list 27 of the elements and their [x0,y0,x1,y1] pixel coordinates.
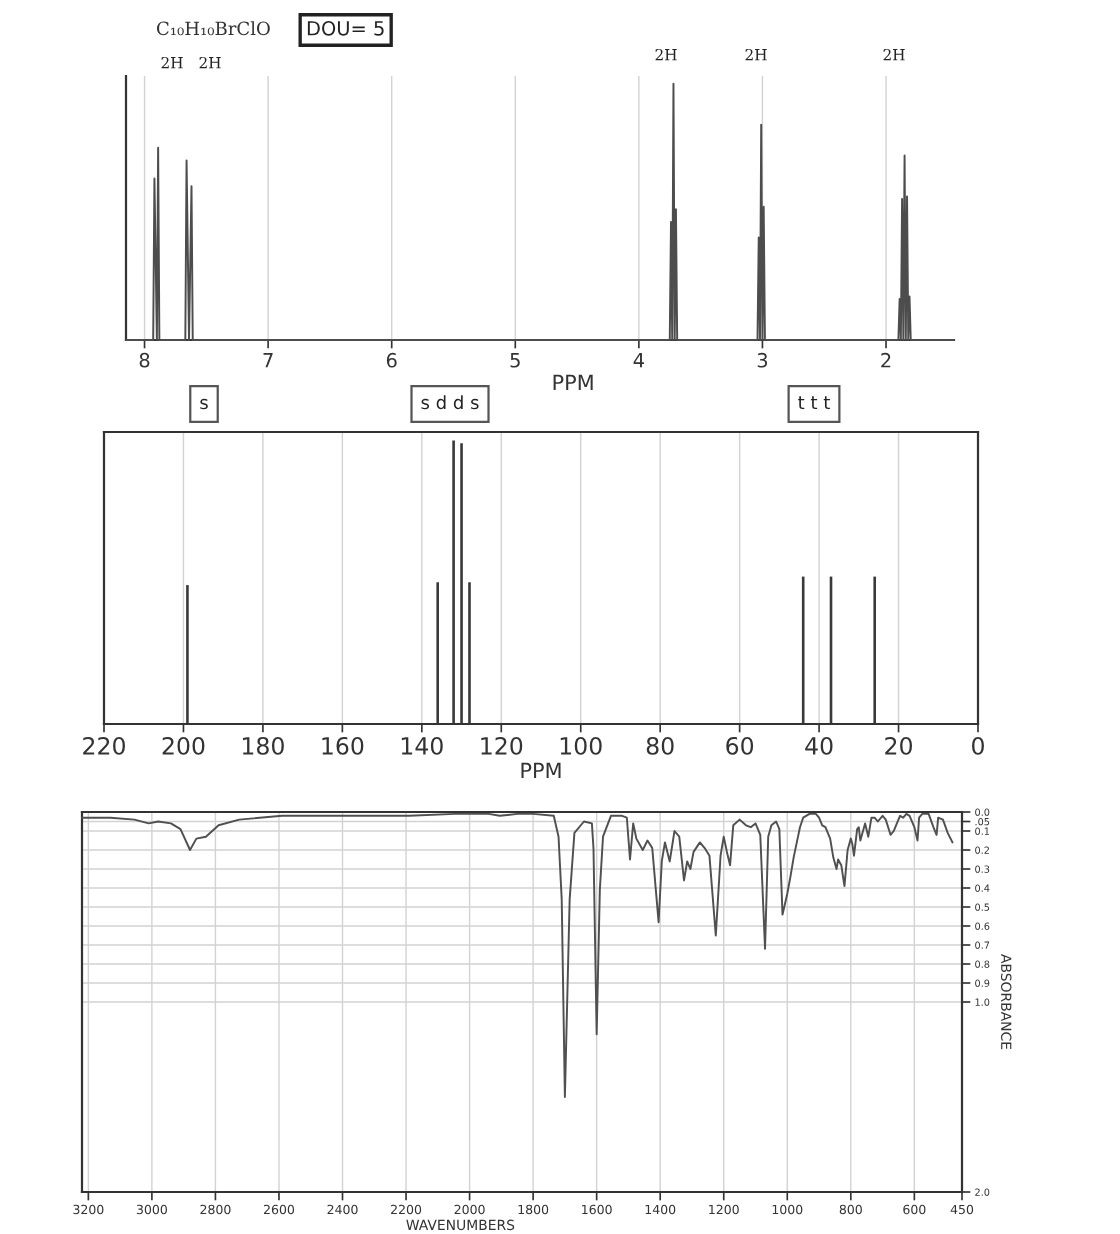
x-tick-label: 8 [139,352,150,368]
text: s d d s [421,395,479,410]
x-tick-label: 80 [646,736,674,755]
x-tick-label: 20 [885,736,912,755]
x-tick-label: 5 [510,353,520,368]
x-tick-label: 60 [726,736,754,755]
x-tick-label: 220 [83,736,125,755]
x-tick-label: 7 [263,353,273,368]
x-tick-label: 6 [386,352,397,368]
x-axis-title: PPM [521,762,561,778]
chart-title: C₁₀H₁₀BrClO [157,21,270,36]
line-series [81,812,954,1098]
x-tick-label: 120 [481,736,523,755]
x-tick-label: 100 [560,736,602,755]
text: DOU= 5 [307,20,384,36]
x-tick-label: 4 [633,353,644,368]
x-tick-label: 0 [972,736,984,755]
text: s [200,398,208,410]
x-tick-label: 140 [401,736,443,755]
x-tick-label: 180 [242,736,284,755]
x-tick-label: 2 [881,352,891,368]
x-axis-title: PPM [553,374,593,390]
x-tick-label: 3 [757,352,768,368]
x-tick-label: 160 [322,736,364,755]
text: t t t [798,396,830,409]
x-tick-label: 40 [805,736,833,755]
x-tick-label: 200 [162,736,205,755]
